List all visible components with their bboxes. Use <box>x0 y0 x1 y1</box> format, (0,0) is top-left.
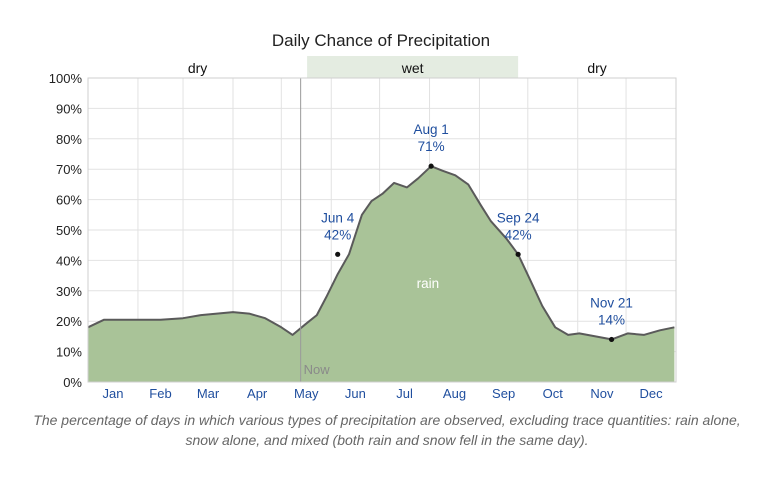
annotation-point-3 <box>608 336 615 343</box>
series-label-rain: rain <box>417 276 440 291</box>
y-tick-label: 30% <box>56 284 82 299</box>
season-band: dry wet dry <box>188 56 607 78</box>
month-label-may: May <box>294 386 319 401</box>
y-tick-label: 0% <box>63 375 82 390</box>
y-tick-label: 60% <box>56 193 82 208</box>
precipitation-chart: Daily Chance of Precipitation dry wet dry … <box>49 31 677 401</box>
y-tick-label: 100% <box>49 71 83 86</box>
y-tick-label: 50% <box>56 223 82 238</box>
month-label-aug: Aug <box>443 386 466 401</box>
plot-frame <box>87 77 677 383</box>
month-label-dec: Dec <box>639 386 663 401</box>
y-tick-label: 80% <box>56 132 82 147</box>
annotation-point-2 <box>515 251 521 257</box>
annotation-pct-2: 42% <box>505 227 532 242</box>
annotation-date-3: Nov 21 <box>590 295 633 310</box>
y-tick-label: 70% <box>56 162 82 177</box>
annotation-date-0: Jun 4 <box>321 210 355 225</box>
annotation-point-1 <box>428 163 434 169</box>
line-rain <box>87 165 675 341</box>
month-label-jun: Jun <box>345 386 366 401</box>
month-label-mar: Mar <box>197 386 220 401</box>
area-rain <box>88 166 675 382</box>
y-tick-label: 40% <box>56 253 82 268</box>
annotation-date-2: Sep 24 <box>497 210 540 225</box>
axes: 0% 10% 20% 30% 40% 50% 60% 70% 80% 90% 100% Jan Feb M… <box>49 71 677 401</box>
y-tick-label: 20% <box>56 314 82 329</box>
month-label-sep: Sep <box>492 386 515 401</box>
month-label-jul: Jul <box>396 386 413 401</box>
month-label-oct: Oct <box>543 386 564 401</box>
annotation-point-0 <box>335 251 341 257</box>
annotation-pct-0: 42% <box>324 227 351 242</box>
month-label-feb: Feb <box>149 386 171 401</box>
now-label: Now <box>304 362 331 377</box>
y-tick-label: 90% <box>56 101 82 116</box>
annotation-pct-1: 71% <box>418 139 445 154</box>
area-layer: rain <box>87 165 675 382</box>
month-label-nov: Nov <box>590 386 614 401</box>
chart-caption: The percentage of days in which various … <box>33 412 741 448</box>
annotation-pct-3: 14% <box>598 312 625 327</box>
season-bg-1 <box>307 56 519 78</box>
annotation-date-1: Aug 1 <box>413 122 448 137</box>
y-tick-label: 10% <box>56 345 82 360</box>
season-label-2: dry <box>587 60 606 76</box>
month-label-jan: Jan <box>102 386 123 401</box>
chart-title: Daily Chance of Precipitation <box>272 31 490 50</box>
annotations: Jun 4 42% Aug 1 71% Sep 24 42% Nov 21 14% <box>321 122 633 343</box>
season-label-0: dry <box>188 60 207 76</box>
month-label-apr: Apr <box>247 386 268 401</box>
season-label-1: wet <box>401 60 424 76</box>
